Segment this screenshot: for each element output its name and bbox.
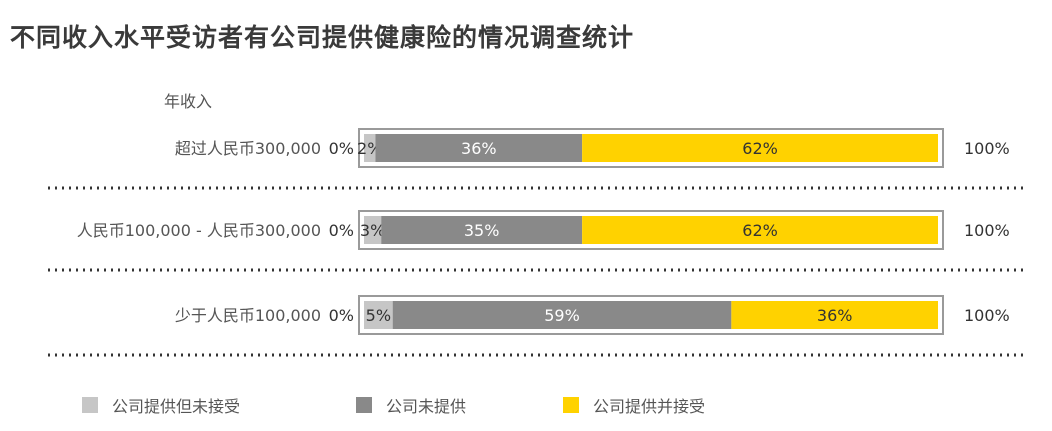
bar-segment [582,216,938,244]
data-label: 35% [464,221,500,240]
bar-segment [731,301,938,329]
bar-segment [392,301,732,329]
axis-start-label: 0% [329,306,354,325]
legend-label: 公司提供并接受 [593,397,706,416]
bar-segment [381,216,583,244]
legend-swatch [356,397,372,413]
data-label: 5% [366,306,391,325]
axis-end-label: 100% [964,221,1010,240]
category-label: 少于人民币100,000 [175,306,321,325]
axis-end-label: 100% [964,306,1010,325]
category-label: 人民币100,000 - 人民币300,000 [77,221,321,240]
bar-segment [364,301,393,329]
row-header-income: 年收入 [164,92,213,111]
legend-item-offered-accepted: 公司提供并接受 [563,395,706,416]
legend-swatch [563,397,579,413]
bar-segment [375,134,583,162]
legend-swatch [82,397,98,413]
axis-start-label: 0% [329,221,354,240]
legend-item-not-offered: 公司未提供 [356,395,467,416]
bar-segment [582,134,938,162]
data-label: 3% [360,221,385,240]
data-label: 62% [742,139,778,158]
data-label: 59% [544,306,580,325]
data-label: 36% [461,139,497,158]
data-label: 36% [817,306,853,325]
bar-segment [364,216,382,244]
chart-title: 不同收入水平受访者有公司提供健康险的情况调查统计 [10,23,635,52]
axis-end-label: 100% [964,139,1010,158]
data-label: 62% [742,221,778,240]
legend-label: 公司提供但未接受 [112,397,241,416]
legend-label: 公司未提供 [386,397,467,416]
axis-start-label: 0% [329,139,354,158]
category-label: 超过人民币300,000 [175,139,321,158]
bar-segment [364,134,376,162]
legend-item-offered-not-accepted: 公司提供但未接受 [82,395,241,416]
